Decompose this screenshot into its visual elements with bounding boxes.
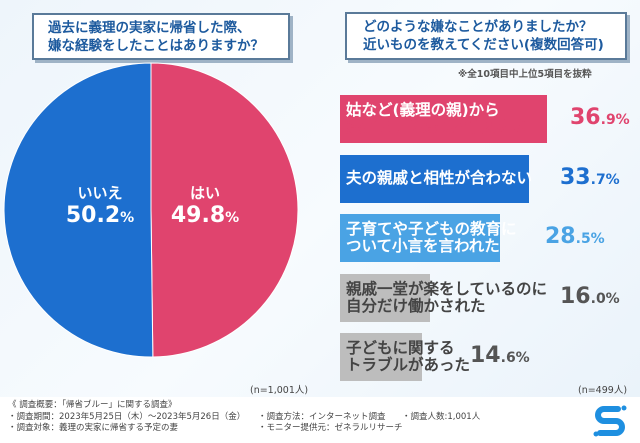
bar-label-line: 姑など(義理の親)から bbox=[346, 101, 500, 119]
bar-label-2: 子育てや子どもの教育に ついて小言を言われた bbox=[346, 221, 517, 255]
bar-label-0: 姑など(義理の親)から 嫌がらせや嫌味を言われた bbox=[346, 102, 531, 136]
survey-period: ・調査期間：2023年5月25日（木）～2023年5月26日（金） bbox=[8, 411, 246, 422]
bar-value-4: 14.6% bbox=[470, 343, 530, 368]
bar-value-dec: .5% bbox=[575, 231, 605, 247]
right-question-box: どのような嫌なことがありましたか？ 近いものを教えてください(複数回答可) bbox=[345, 12, 627, 60]
bar-label-1: 夫の親戚と相性が合わない bbox=[346, 170, 532, 187]
pie-label-yes-name: はい bbox=[189, 184, 220, 202]
pie-no-unit: % bbox=[120, 210, 135, 226]
bar-value-int: 14 bbox=[470, 343, 501, 368]
bar-label-3: 親戚一堂が楽をしているのに 自分だけ働かされた bbox=[346, 281, 547, 315]
left-question-line1: 過去に義理の実家に帰省した際、 bbox=[48, 20, 251, 36]
bar-value-int: 16 bbox=[560, 284, 591, 309]
bar-3 bbox=[340, 274, 430, 322]
pie-label-yes-value: 49.8% bbox=[165, 203, 245, 228]
left-question-line2: 嫌な経験をしたことはありますか？ bbox=[48, 38, 264, 54]
pie-label-no-value: 50.2% bbox=[60, 203, 140, 228]
bar-value-0: 36.9% bbox=[570, 105, 630, 130]
survey-title: 《 調査概要：「帰省ブルー」に関する調査》 bbox=[8, 400, 177, 410]
survey-target: ・調査対象：義理の実家に帰省する予定の妻 bbox=[8, 423, 179, 433]
survey-count: ・調査人数:1,001人 bbox=[402, 411, 481, 422]
bar-value-3: 16.0% bbox=[560, 284, 620, 309]
bar-value-int: 33 bbox=[560, 165, 591, 190]
bar-0 bbox=[340, 95, 547, 143]
survey-method: ・調査方法：インターネット調査 bbox=[258, 411, 386, 422]
bar-value-int: 28 bbox=[545, 224, 576, 249]
company-logo-icon bbox=[593, 405, 627, 437]
footer-col-1: 《 調査概要：「帰省ブルー」に関する調査》 ・調査期間：2023年5月25日（木… bbox=[8, 400, 245, 435]
bar-1 bbox=[340, 155, 529, 203]
bar-label-line: 子どもに関する bbox=[346, 339, 455, 357]
footer-col-2: ・調査方法：インターネット調査 ・モニター提供元：ゼネラルリサーチ bbox=[258, 412, 403, 435]
footer-col-3: ・調査人数:1,001人 bbox=[402, 412, 480, 424]
bar-value-dec: .6% bbox=[500, 350, 530, 366]
note: ※全10項目中上位5項目を抜粋 bbox=[458, 69, 592, 80]
bar-label-line: 親戚一堂が楽をしているのに bbox=[346, 280, 548, 298]
pie-label-no: いいえ 50.2% bbox=[60, 182, 140, 228]
bar-value-dec: .0% bbox=[590, 291, 620, 307]
bar-4 bbox=[340, 333, 422, 381]
pie-yes-unit: % bbox=[225, 210, 240, 226]
pie-label-yes: はい 49.8% bbox=[165, 182, 245, 228]
bar-value-dec: .7% bbox=[590, 172, 620, 188]
bar-value-dec: .9% bbox=[600, 112, 630, 128]
pie-sample-size: (n=1,001人) bbox=[250, 385, 309, 396]
bar-value-2: 28.5% bbox=[545, 224, 605, 249]
right-question-line1: どのような嫌なことがありましたか？ bbox=[363, 19, 593, 35]
pie-label-no-name: いいえ bbox=[77, 184, 123, 202]
pie-no-value: 50.2 bbox=[65, 203, 121, 228]
pie-slice-1 bbox=[3, 62, 154, 358]
bar-label-line: トラブルがあった bbox=[346, 356, 471, 374]
bar-label-line: 自分だけ働かされた bbox=[346, 297, 486, 315]
footer: 《 調査概要：「帰省ブルー」に関する調査》 ・調査期間：2023年5月25日（木… bbox=[0, 397, 640, 443]
bar-label-4: 子どもに関する トラブルがあった bbox=[346, 340, 470, 374]
left-question-box: 過去に義理の実家に帰省した際、 嫌な経験をしたことはありますか？ bbox=[32, 13, 290, 60]
bar-sample-size: (n=499人) bbox=[578, 385, 628, 396]
bar-value-1: 33.7% bbox=[560, 165, 620, 190]
bar-label-line: ついて小言を言われた bbox=[346, 237, 500, 255]
bar-label-line: 嫌がらせや嫌味を言われた bbox=[346, 118, 531, 136]
bar-2 bbox=[340, 214, 500, 262]
bar-label-line: 子育てや子どもの教育に bbox=[346, 220, 517, 238]
pie-yes-value: 49.8 bbox=[170, 203, 226, 228]
pie-slice-0 bbox=[150, 62, 299, 358]
bar-label-line: 夫の親戚と相性が合わない bbox=[346, 169, 533, 187]
bar-value-int: 36 bbox=[570, 105, 601, 130]
right-question-line2: 近いものを教えてください(複数回答可) bbox=[363, 37, 604, 53]
pie-chart bbox=[3, 62, 299, 358]
survey-provider: ・モニター提供元：ゼネラルリサーチ bbox=[258, 423, 403, 433]
